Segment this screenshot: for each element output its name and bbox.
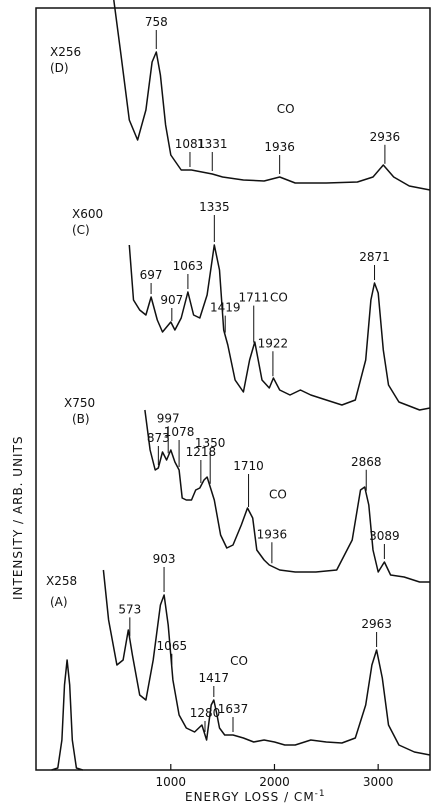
multiplier-b: X750 [64,396,95,410]
peak-label: 1711 [238,291,269,305]
peak-label: 1936 [257,527,288,541]
peak-label: 1078 [164,425,195,439]
peak-label: 1081 [175,137,206,151]
peak-label: 3089 [369,529,400,543]
peak-label: 2868 [351,455,382,469]
spectrum-b [144,409,430,583]
multiplier-c: X600 [72,207,103,221]
peak-label: 907 [160,293,183,307]
x-axis-title-superscript: -1 [315,789,326,799]
peak-label: 2936 [370,130,401,144]
peak-label: 758 [145,15,168,29]
peak-label: 2871 [359,250,390,264]
peak-label: 873 [147,431,170,445]
x-axis-ticks: 1000 2000 3000 [156,764,394,789]
x-tick-label: 1000 [156,775,187,789]
peak-label: 997 [157,411,180,425]
peak-label: 1710 [233,459,264,473]
multiplier-d: X256 [50,45,81,59]
peak-label: 1936 [264,140,295,154]
peak-label: 1063 [173,259,204,273]
spectrum-d [113,0,431,191]
panel-label-a: (A) [50,595,68,609]
spectrum-a [102,569,431,756]
co-annotation: CO [277,102,295,116]
multiplier-a: X258 [46,574,77,588]
spectrum-c [128,244,431,411]
peak-label: 903 [153,552,176,566]
x-axis-title-text: ENERGY LOSS / CM [185,790,315,804]
co-annotation: CO [269,487,287,501]
peak-label: 2963 [361,617,392,631]
peak-label: 1065 [157,639,188,653]
co-annotation: CO [270,290,288,304]
x-axis-title: ENERGY LOSS / CM-1 [185,789,326,804]
elastic-peak [51,659,83,771]
peak-label: 1280 [190,706,221,720]
spectra [51,0,431,771]
panel-label-c: (C) [72,223,90,237]
co-annotation: CO [230,654,248,668]
panel-label-b: (B) [72,412,90,426]
x-tick-label: 2000 [259,775,290,789]
peak-label: 1331 [197,137,228,151]
peak-label: 1335 [199,200,230,214]
peak-label: 1637 [218,702,249,716]
peak-label: 1350 [195,436,226,450]
y-axis-title: INTENSITY / ARB. UNITS [11,435,25,600]
x-tick-label: 3000 [363,775,394,789]
peak-label: 1218 [186,445,217,459]
plot-frame [35,7,431,771]
panel-label-d: (D) [50,61,69,75]
peak-label: 1417 [199,671,230,685]
peak-label: 1922 [258,336,289,350]
peak-label: 573 [118,602,141,616]
peak-label: 697 [140,268,163,282]
peak-label: 1419 [210,301,241,315]
